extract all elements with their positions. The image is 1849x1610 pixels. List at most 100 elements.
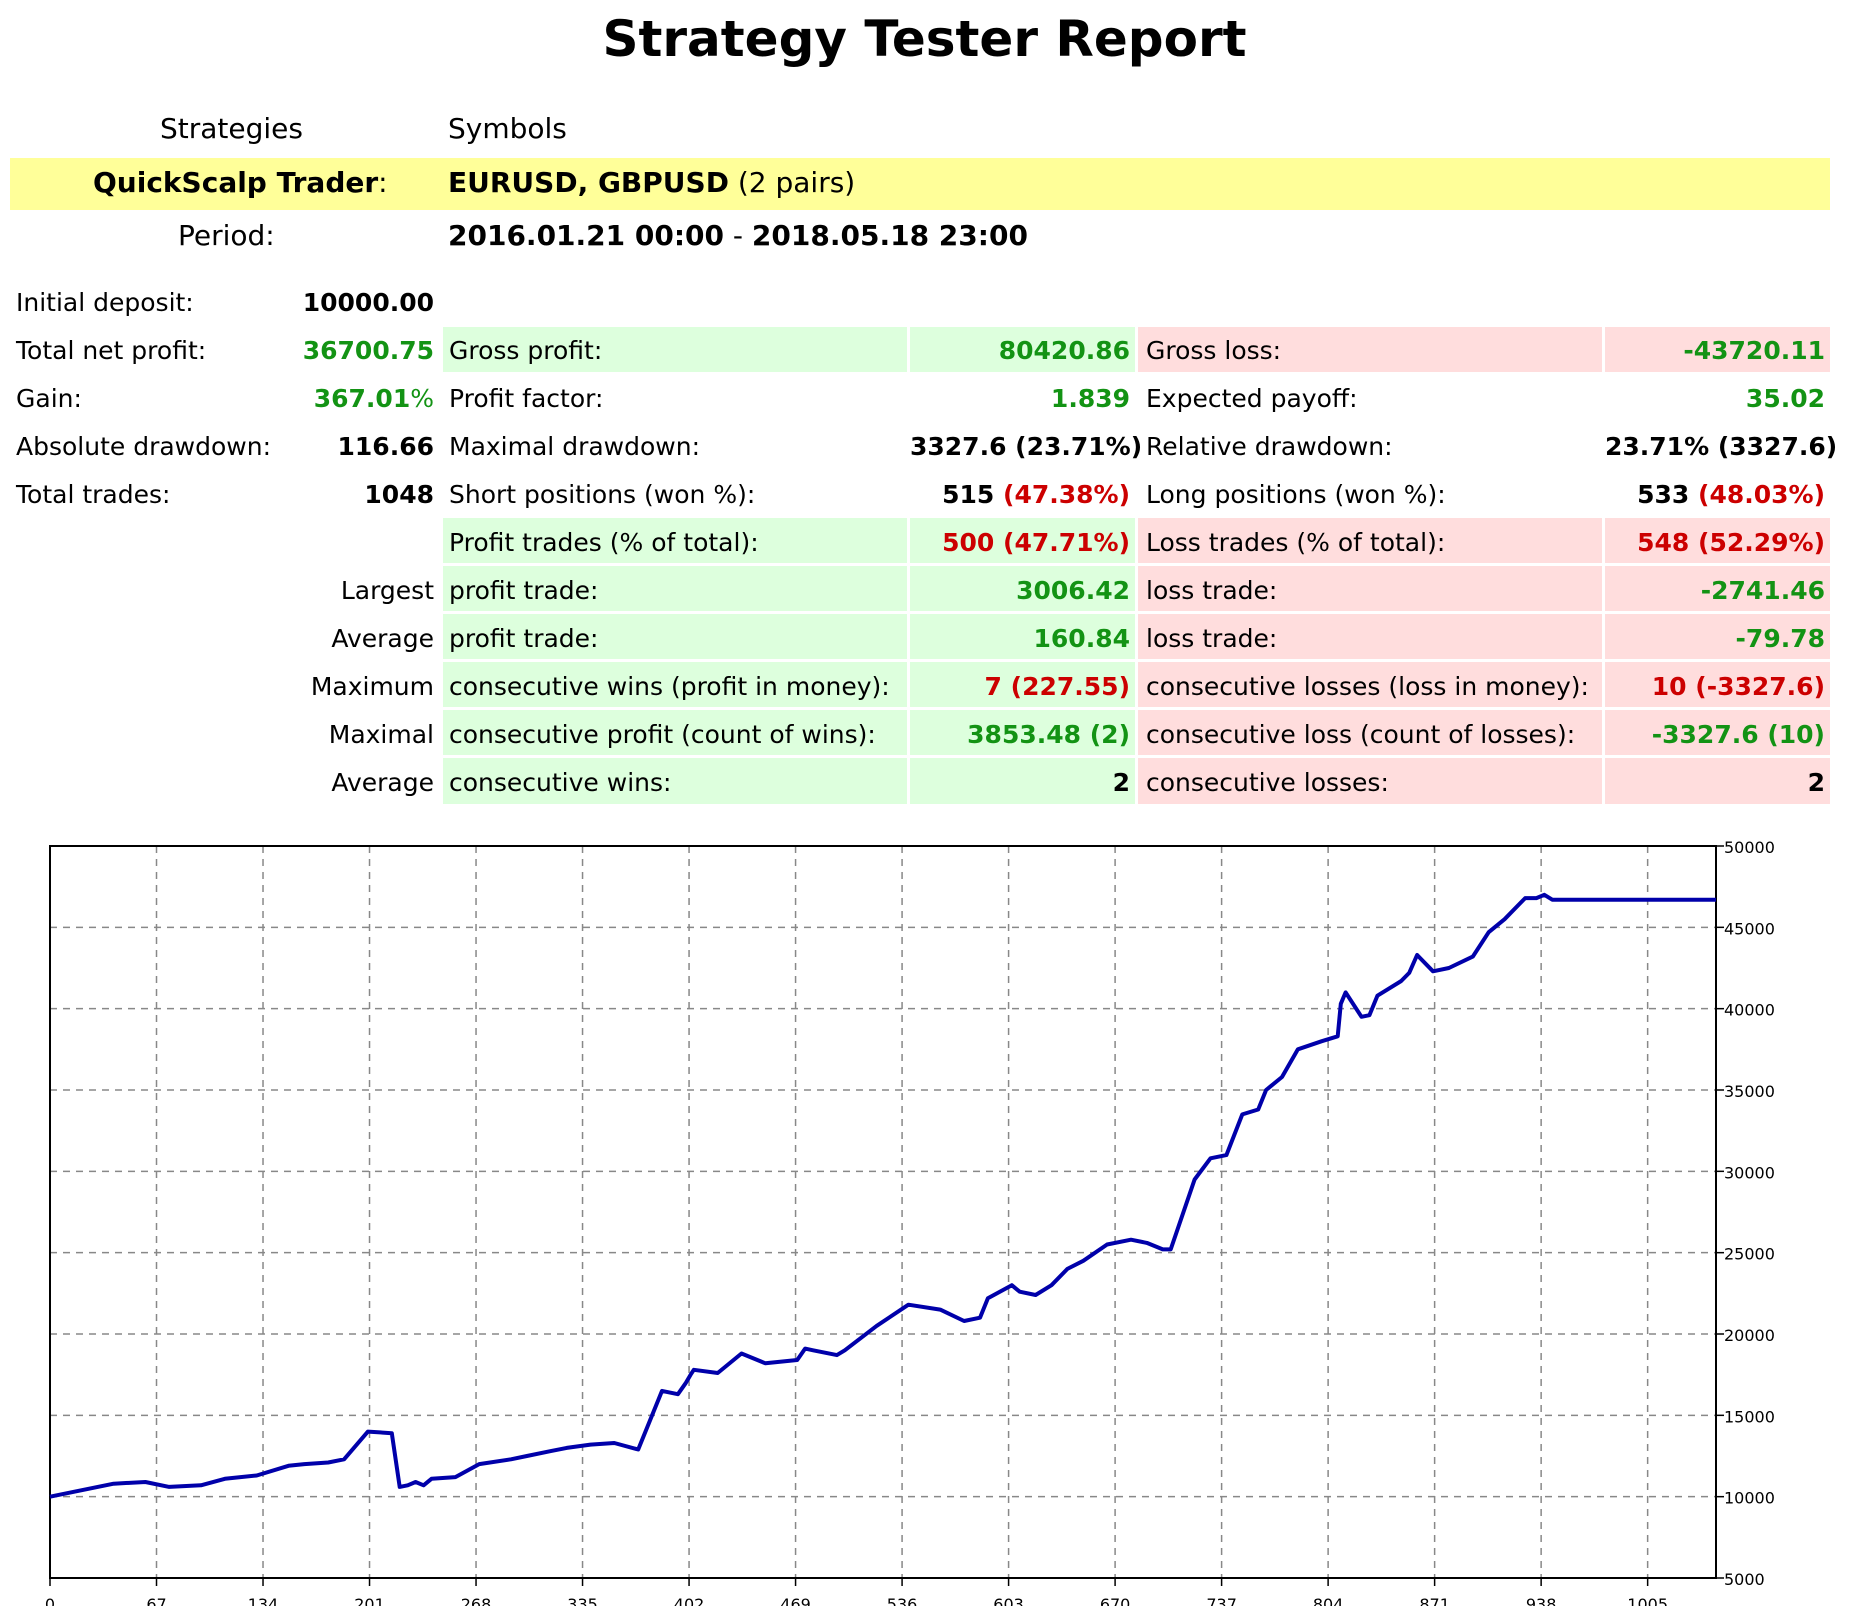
long-positions-value: 533 (48.03%) xyxy=(1605,473,1825,517)
profit-trades-label: Profit trades (% of total): xyxy=(449,528,759,557)
short-positions-value: 515 (47.38%) xyxy=(910,473,1130,517)
short-positions-count: 515 xyxy=(942,480,995,509)
x-tick-label: 0 xyxy=(45,1595,55,1606)
average-consecutive-losses-label: consecutive losses: xyxy=(1146,768,1389,797)
profit-factor-label: Profit factor: xyxy=(449,384,604,413)
loss-trades-label: Loss trades (% of total): xyxy=(1146,528,1446,557)
loss-trades-value: 548 (52.29%) xyxy=(1605,521,1825,565)
maximum-prefix: Maximum xyxy=(310,672,434,701)
balance-chart: 0 67 134 201 268 335 402 469 536 603 670 737 804 871 9… xyxy=(0,820,1849,1610)
profit-trades-count: 500 xyxy=(942,528,995,557)
gain-number: 367.01 xyxy=(313,384,411,413)
average-loss-value: -79.78 xyxy=(1735,624,1825,653)
x-tick-label: 268 xyxy=(461,1595,492,1606)
strategy-name: QuickScalp Trader: xyxy=(93,166,388,199)
gross-loss-value: -43720.11 xyxy=(1683,336,1825,365)
period-separator: - xyxy=(724,219,752,252)
short-positions-label: Short positions (won %): xyxy=(449,480,756,509)
balance-chart-svg: 0 67 134 201 268 335 402 469 536 603 670 737 804 871 9… xyxy=(45,838,1775,1610)
total-trades-value: 1048 xyxy=(364,480,434,509)
max-consecutive-losses-label: consecutive losses (loss in money): xyxy=(1146,672,1589,701)
x-tick-label: 469 xyxy=(780,1595,811,1606)
relative-drawdown-value: 23.71% (3327.6) xyxy=(1605,432,1838,461)
initial-deposit-label: Initial deposit: xyxy=(16,288,194,317)
gross-loss-value-bg xyxy=(1605,327,1830,372)
maximal-drawdown-label: Maximal drawdown: xyxy=(449,432,700,461)
y-tick-label: 20000 xyxy=(1724,1326,1775,1345)
maximal-consecutive-loss-count: (10) xyxy=(1767,720,1825,749)
average-consecutive-wins-label: consecutive wins: xyxy=(449,768,672,797)
largest-prefix: Largest xyxy=(340,576,434,605)
x-tick-label: 67 xyxy=(146,1595,166,1606)
gain-value: 367.01% xyxy=(234,377,434,421)
average-consecutive-prefix: Average xyxy=(331,768,434,797)
x-tick-label: 737 xyxy=(1206,1595,1237,1606)
average-consecutive-wins-value: 2 xyxy=(1112,768,1130,797)
maximal-consecutive-loss-money: -3327.6 xyxy=(1651,720,1759,749)
x-tick-label: 804 xyxy=(1313,1595,1344,1606)
profit-trades-pct: (47.71%) xyxy=(1003,528,1130,557)
symbols-header: Symbols xyxy=(448,112,567,145)
total-net-profit-label: Total net profit: xyxy=(16,336,207,365)
maximal-consecutive-loss-label: consecutive loss (count of losses): xyxy=(1146,720,1576,749)
expected-payoff-value: 35.02 xyxy=(1745,384,1825,413)
x-tick-label: 402 xyxy=(674,1595,705,1606)
total-trades-label: Total trades: xyxy=(16,480,171,509)
report-title: Strategy Tester Report xyxy=(602,10,1247,68)
y-tick-label: 5000 xyxy=(1724,1570,1765,1589)
gross-profit-label: Gross profit: xyxy=(449,336,603,365)
x-tick-label: 536 xyxy=(887,1595,918,1606)
expected-payoff-label: Expected payoff: xyxy=(1146,384,1358,413)
symbols-value: EURUSD, GBPUSD (2 pairs) xyxy=(448,166,855,199)
period-label: Period: xyxy=(178,219,275,252)
loss-trades-count: 548 xyxy=(1637,528,1690,557)
gain-label: Gain: xyxy=(16,384,82,413)
profit-factor-value: 1.839 xyxy=(1050,384,1130,413)
max-consecutive-losses-money: (-3327.6) xyxy=(1695,672,1825,701)
x-tick-label: 1005 xyxy=(1627,1595,1668,1606)
gross-loss-label: Gross loss: xyxy=(1146,336,1282,365)
short-positions-pct: (47.38%) xyxy=(1003,480,1130,509)
maximal-consecutive-loss-value: -3327.6 (10) xyxy=(1605,713,1825,757)
plot-frame xyxy=(49,845,1717,1579)
x-tick-label: 335 xyxy=(567,1595,598,1606)
strategy-row-background xyxy=(10,158,1830,210)
max-consecutive-wins-value: 7 (227.55) xyxy=(910,665,1130,709)
y-tick-label: 50000 xyxy=(1724,838,1775,857)
symbols-rest: (2 pairs) xyxy=(728,166,856,199)
long-positions-label: Long positions (won %): xyxy=(1146,480,1446,509)
average-prefix: Average xyxy=(331,624,434,653)
long-positions-count: 533 xyxy=(1637,480,1690,509)
maximal-consecutive-profit-label: consecutive profit (count of wins): xyxy=(449,720,876,749)
max-consecutive-wins-label: consecutive wins (profit in money): xyxy=(449,672,890,701)
average-consecutive-losses-value: 2 xyxy=(1807,768,1825,797)
largest-profit-value: 3006.42 xyxy=(1016,576,1130,605)
max-consecutive-losses-count: 10 xyxy=(1651,672,1687,701)
initial-deposit-value: 10000.00 xyxy=(302,288,434,317)
period-end: 2018.05.18 23:00 xyxy=(751,219,1028,252)
x-tick-label: 670 xyxy=(1100,1595,1131,1606)
maximal-consecutive-profit-count: (2) xyxy=(1089,720,1130,749)
average-loss-label: loss trade: xyxy=(1146,624,1278,653)
strategy-colon: : xyxy=(378,166,388,199)
y-tick-label: 40000 xyxy=(1724,1001,1775,1020)
average-profit-value: 160.84 xyxy=(1033,624,1130,653)
y-tick-label: 35000 xyxy=(1724,1082,1775,1101)
average-profit-label: profit trade: xyxy=(449,624,599,653)
max-consecutive-wins-money: (227.55) xyxy=(1010,672,1130,701)
maximal-consecutive-profit-value: 3853.48 (2) xyxy=(910,713,1130,757)
y-tick-label: 15000 xyxy=(1724,1407,1775,1426)
maximal-consecutive-profit-money: 3853.48 xyxy=(967,720,1082,749)
largest-loss-value: -2741.46 xyxy=(1700,576,1825,605)
x-tick-label: 871 xyxy=(1419,1595,1450,1606)
y-tick-label: 30000 xyxy=(1724,1163,1775,1182)
long-positions-pct: (48.03%) xyxy=(1698,480,1825,509)
gross-profit-label-bg xyxy=(443,327,907,372)
y-tick-label: 10000 xyxy=(1724,1489,1775,1508)
largest-loss-label: loss trade: xyxy=(1146,576,1278,605)
relative-drawdown-label: Relative drawdown: xyxy=(1146,432,1393,461)
balance-line xyxy=(49,892,1716,1499)
x-tick-label: 201 xyxy=(354,1595,385,1606)
x-tick-label: 938 xyxy=(1526,1595,1557,1606)
gain-suffix: % xyxy=(410,384,434,413)
